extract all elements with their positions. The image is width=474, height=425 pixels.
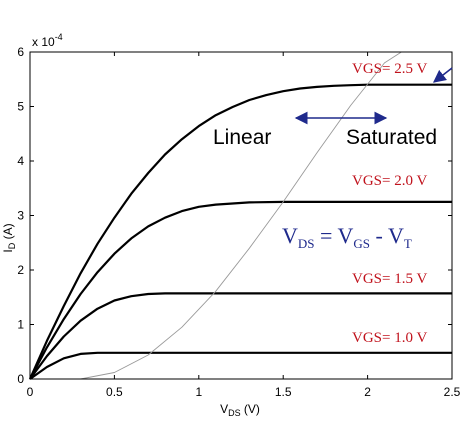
y-tick-label: 1 xyxy=(17,318,24,332)
x-tick-label: 1.5 xyxy=(275,385,292,399)
x-tick-label: 0 xyxy=(27,385,34,399)
vgs-label-1-5: VGS= 1.5 V xyxy=(352,271,427,287)
vgs-label-2-0: VGS= 2.0 V xyxy=(352,173,427,189)
vgs-pointer-arrow xyxy=(432,67,453,83)
y-tick-label: 3 xyxy=(17,209,24,223)
series-line-1 xyxy=(29,200,452,380)
saturation-equation: VDS = VGS - VT xyxy=(282,223,412,251)
curves-layer xyxy=(28,51,452,380)
x-tick-label: 2 xyxy=(364,385,371,399)
y-tick-label: 6 xyxy=(17,45,24,59)
saturated-region-label: Saturated xyxy=(346,126,437,149)
linear-region-label: Linear xyxy=(213,126,271,149)
y-multiplier: x 10-4 xyxy=(32,32,63,49)
x-axis-ticks: 0 0.5 1 1.5 2 2.5 xyxy=(27,52,461,399)
vgs-label-1-0: VGS= 1.0 V xyxy=(352,330,427,346)
x-tick-label: 1 xyxy=(195,385,202,399)
series-line-2 xyxy=(29,292,452,380)
y-tick-label: 2 xyxy=(17,263,24,277)
series-line-3 xyxy=(29,351,452,380)
y-tick-label: 4 xyxy=(17,154,24,168)
y-axis-label: ID (A) xyxy=(1,223,17,252)
series-line-0 xyxy=(28,83,452,380)
vgs-label-2-5: VGS= 2.5 V xyxy=(352,61,427,77)
x-tick-label: 2.5 xyxy=(444,385,461,399)
y-axis-ticks: 0 1 2 3 4 5 6 xyxy=(17,45,452,386)
y-tick-label: 5 xyxy=(17,100,24,114)
x-tick-label: 0.5 xyxy=(106,385,123,399)
saturation-boundary-curve xyxy=(80,51,402,380)
x-axis-label: VDS (V) xyxy=(220,402,260,418)
y-tick-label: 0 xyxy=(17,372,24,386)
